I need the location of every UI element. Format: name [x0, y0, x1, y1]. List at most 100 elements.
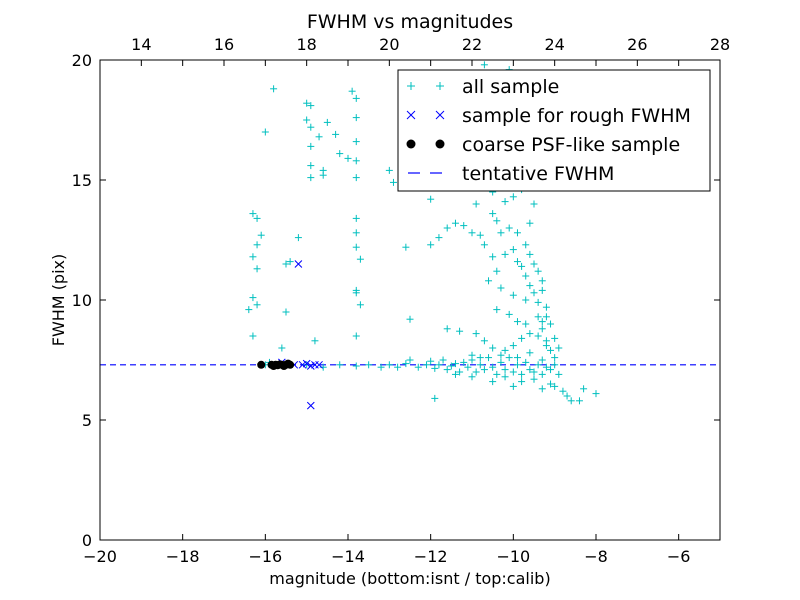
all-sample-point [423, 361, 431, 369]
all-sample-point [443, 366, 451, 374]
all-sample-point [451, 370, 459, 378]
all-sample-point [509, 368, 517, 376]
top-x-tick-label: 16 [214, 35, 234, 54]
all-sample-point [547, 366, 555, 374]
all-sample-point [513, 258, 521, 266]
all-sample-point [538, 318, 546, 326]
all-sample-point [555, 370, 563, 378]
all-sample-point [538, 277, 546, 285]
all-sample-point [352, 157, 360, 165]
all-sample-point [336, 150, 344, 158]
top-x-tick-label: 20 [379, 35, 399, 54]
all-sample-point [464, 363, 472, 371]
legend-marker-all-sample [407, 82, 415, 90]
all-sample-point [303, 99, 311, 107]
all-sample-point [493, 267, 501, 275]
all-sample-point [592, 390, 600, 398]
all-sample-point [530, 368, 538, 376]
all-sample-point [261, 128, 269, 136]
all-sample-point [497, 351, 505, 359]
all-sample-point [352, 229, 360, 237]
all-sample-point [534, 267, 542, 275]
x-tick-label: −20 [83, 547, 117, 566]
all-sample-point [311, 337, 319, 345]
legend-label-all-sample: all sample [462, 76, 559, 98]
all-sample-point [530, 200, 538, 208]
all-sample-point [485, 354, 493, 362]
all-sample-point [319, 166, 327, 174]
legend-marker-rough-fwhm [435, 110, 445, 120]
all-sample-point [456, 368, 464, 376]
all-sample-point [518, 334, 526, 342]
all-sample-point [315, 133, 323, 141]
all-sample-point [538, 370, 546, 378]
all-sample-point [348, 87, 356, 95]
all-sample-point [427, 357, 435, 365]
all-sample-point [282, 260, 290, 268]
y-tick-label: 10 [72, 291, 92, 310]
legend-label-rough-fwhm: sample for rough FWHM [462, 105, 691, 127]
all-sample-point [352, 174, 360, 182]
all-sample-point [489, 344, 497, 352]
all-sample-point [472, 368, 480, 376]
all-sample-point [534, 298, 542, 306]
all-sample-point [249, 332, 257, 340]
top-x-tick-label: 18 [296, 35, 316, 54]
all-sample-point [538, 325, 546, 333]
all-sample-point [294, 234, 302, 242]
all-sample-point [344, 154, 352, 162]
all-sample-point [534, 332, 542, 340]
all-sample-point [497, 358, 505, 366]
all-sample-point [468, 373, 476, 381]
all-sample-point [282, 308, 290, 316]
all-sample-point [385, 361, 393, 369]
all-sample-point [286, 258, 294, 266]
all-sample-point [542, 342, 550, 350]
all-sample-point [509, 193, 517, 201]
all-sample-point [270, 85, 278, 93]
all-sample-point [551, 361, 559, 369]
x-tick-label: −18 [166, 547, 200, 566]
all-sample-point [480, 337, 488, 345]
all-sample-point [257, 231, 265, 239]
all-sample-point [513, 354, 521, 362]
legend-marker-coarse-psf [435, 139, 445, 149]
all-sample-point [447, 362, 455, 370]
legend-markers [406, 82, 445, 174]
all-sample-point [526, 330, 534, 338]
all-sample-point [538, 385, 546, 393]
all-sample-point [563, 392, 571, 400]
coarse-psf-point [257, 360, 266, 369]
all-sample-point [518, 378, 526, 386]
all-sample-point [253, 265, 261, 273]
all-sample-point [253, 241, 261, 249]
all-sample-point [480, 366, 488, 374]
rough-fwhm-point [302, 359, 311, 368]
all-sample-point [534, 313, 542, 321]
y-tick-label: 20 [72, 51, 92, 70]
all-sample-point [534, 361, 542, 369]
all-sample-point [352, 243, 360, 251]
coarse-psf-point [286, 360, 295, 369]
all-sample-point [307, 162, 315, 170]
all-sample-point [352, 289, 360, 297]
all-sample-point [451, 219, 459, 227]
all-sample-point [538, 356, 546, 364]
y-tick-label: 0 [82, 531, 92, 550]
all-sample-point [352, 214, 360, 222]
all-sample-point [468, 229, 476, 237]
all-sample-point [559, 387, 567, 395]
all-sample-point [414, 363, 422, 371]
all-sample-point [431, 394, 439, 402]
all-sample-point [435, 361, 443, 369]
all-sample-point [501, 373, 509, 381]
all-sample-point [522, 241, 530, 249]
all-sample-point [427, 195, 435, 203]
all-sample-point [509, 291, 517, 299]
all-sample-point [431, 364, 439, 372]
top-x-tick-label: 22 [462, 35, 482, 54]
all-sample-point [249, 294, 257, 302]
all-sample-point [253, 301, 261, 309]
all-sample-point [402, 360, 410, 368]
